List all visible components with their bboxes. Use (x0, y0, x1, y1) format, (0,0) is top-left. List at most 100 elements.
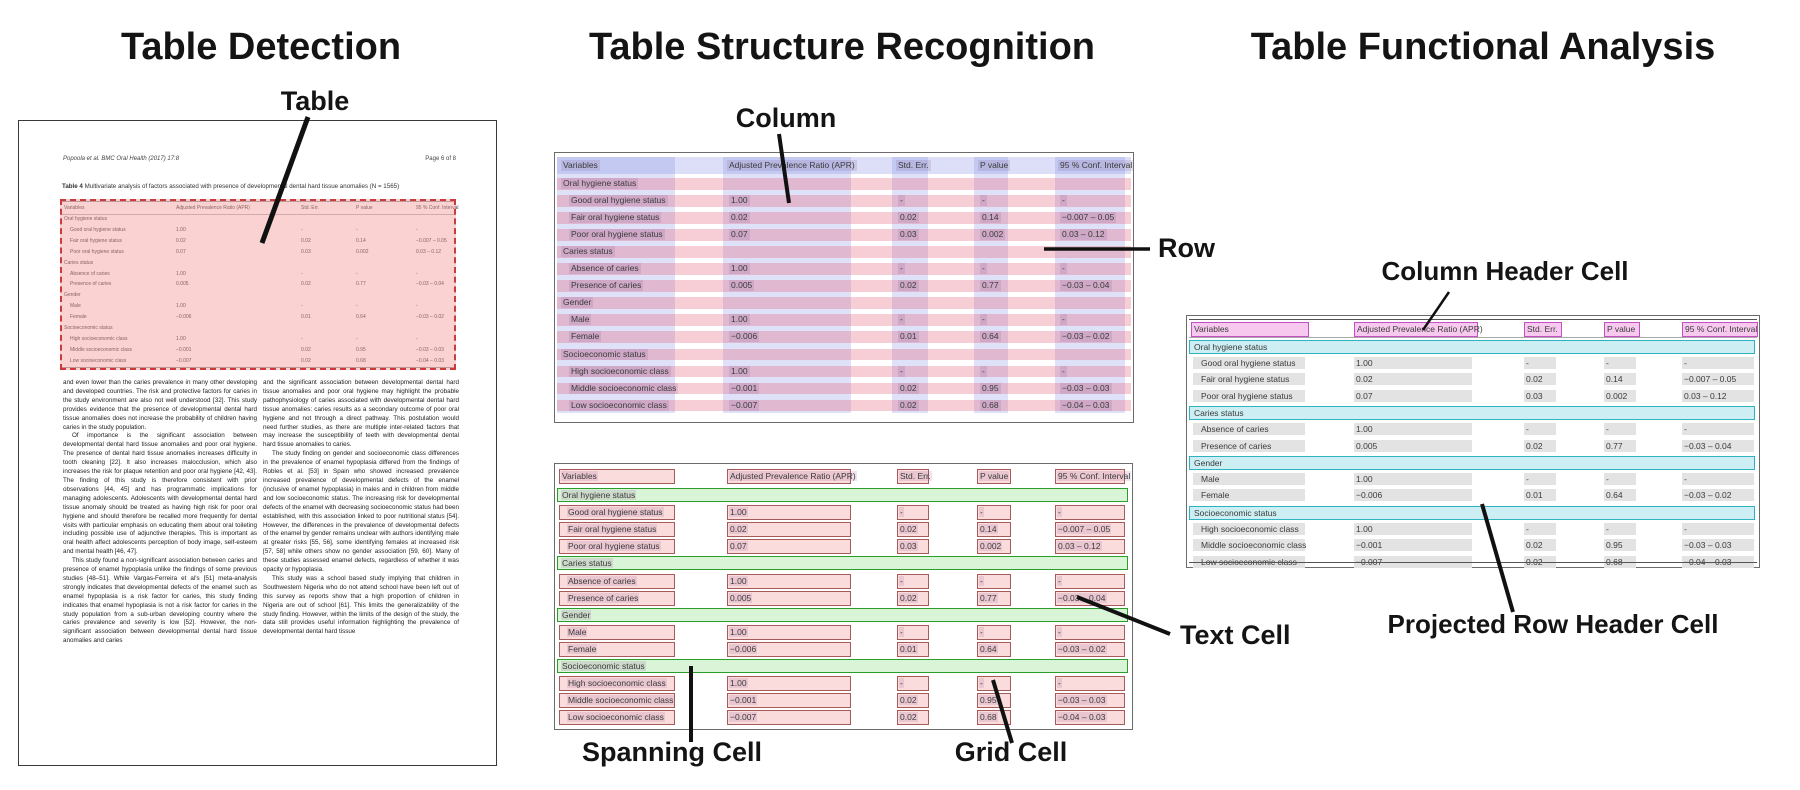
grid-cell: 0.03 (897, 539, 929, 555)
doc-data-row-label: Absence of caries (70, 270, 110, 277)
cell-text: - (898, 263, 905, 275)
grid-cell: - (897, 624, 929, 640)
row-label-text: High socioeconomic class (569, 365, 671, 377)
text-cell: - (1057, 507, 1062, 518)
grid-cell: 1.00 (727, 573, 851, 589)
table-rule-top (62, 201, 454, 202)
spanning-cell: Gender (557, 607, 1128, 622)
doc-data-row-label: Male (70, 303, 81, 310)
body-paragraph: This study found a non-significant assoc… (63, 557, 257, 645)
projected-row-header-cell: Gender (1189, 456, 1755, 471)
cell-text: 0.64 (980, 331, 1001, 343)
text-cell-text: 0.02 (1526, 540, 1543, 551)
text-cell: 1.00 (1354, 423, 1472, 435)
text-cell: 0.07 (729, 541, 748, 552)
doc-data-cell: −0.03 – 0.04 (416, 281, 444, 288)
doc-data-row-label: High socioeconomic class (70, 335, 128, 342)
grid-cell-annotation-label: Grid Cell (954, 737, 1068, 767)
grid-cell: 0.07 (727, 539, 851, 555)
body-paragraph: and even lower than the caries prevalenc… (63, 379, 257, 431)
text-cell: Socioeconomic status (561, 661, 646, 671)
grid-cell: - (977, 573, 1011, 589)
column-header-cell: P value (1604, 322, 1640, 337)
text-cell: −0.007 – 0.05 (1682, 373, 1754, 386)
text-cell: Good oral hygiene status (567, 507, 664, 518)
text-cell: - (899, 507, 904, 518)
text-cell-text: 0.14 (1606, 374, 1623, 385)
cell-text: −0.03 – 0.04 (1060, 280, 1112, 292)
doc-data-cell: 1.00 (176, 270, 186, 277)
text-cell-text: - (1526, 523, 1529, 534)
doc-data-cell: 1.00 (176, 226, 186, 233)
text-cell-text: High socioeconomic class (1201, 523, 1299, 534)
text-cell: - (1057, 626, 1062, 637)
text-cell: Middle socioeconomic class (567, 695, 675, 706)
text-cell-text: Presence of caries (1201, 440, 1272, 451)
text-cell: - (1682, 423, 1754, 435)
doc-data-cell: 0.03 – 0.12 (416, 248, 442, 255)
grid-cell: Low socioeconomic class (559, 710, 675, 726)
text-cell: P value (1607, 324, 1636, 334)
text-cell-text: 0.02 (1526, 374, 1543, 385)
text-cell-text: 0.64 (1606, 490, 1623, 501)
text-cell: Poor oral hygiene status (1193, 389, 1305, 402)
structure-cells-image: Variables Adjusted Prevalence Ratio (APR)… (554, 463, 1133, 730)
text-cell-text: - (1606, 523, 1609, 534)
cell-text: −0.007 (729, 399, 760, 411)
cell-text: 0.07 (729, 229, 750, 241)
cell-text: 0.02 (898, 280, 919, 292)
projected-row-header-cell: Oral hygiene status (1189, 340, 1755, 354)
panel-title-functional: Table Functional Analysis (1250, 26, 1716, 68)
text-cell: - (979, 678, 984, 689)
text-cell-text: Poor oral hygiene status (1201, 390, 1293, 401)
cell-text: 0.03 – 0.12 (1060, 229, 1107, 241)
grid-cell: - (1055, 505, 1125, 521)
row-overlay: Low socioeconomic class −0.007 0.02 0.68 −0.… (557, 399, 1131, 412)
grid-cell: 0.03 – 0.12 (1055, 539, 1125, 555)
column-header-cell: 95 % Conf. Interval (1682, 322, 1758, 337)
text-cell: - (979, 507, 984, 518)
cell-text: −0.03 – 0.03 (1060, 382, 1112, 394)
text-cell: Fair oral hygiene status (567, 524, 658, 535)
doc-data-cell: 0.02 (301, 281, 311, 288)
grid-cell: −0.007 (727, 710, 851, 726)
column-overlay (1055, 157, 1125, 413)
text-cell: Female (1193, 489, 1305, 502)
text-cell-text: 0.02 (1526, 440, 1543, 451)
grid-cell: −0.001 (727, 693, 851, 709)
column-header-cell: Std. Err. (1524, 322, 1562, 337)
doc-column-header: Variables (64, 205, 85, 211)
column-header-text: P value (978, 160, 1011, 171)
text-cell: 0.02 (1524, 439, 1556, 452)
cell-text: 0.02 (898, 399, 919, 411)
grid-cell: 0.95 (977, 693, 1011, 709)
text-cell: - (899, 626, 904, 637)
text-cell: 0.14 (1604, 373, 1636, 386)
text-cell: 0.77 (1604, 439, 1636, 452)
doc-data-cell: 0.02 (176, 237, 186, 244)
row-label-text: Fair oral hygiene status (569, 212, 662, 224)
text-cell-text: - (1684, 473, 1687, 484)
grid-cell: Middle socioeconomic class (559, 693, 675, 709)
text-cell: 0.005 (729, 592, 753, 603)
table-caption-label: Table 4 (62, 183, 83, 190)
doc-data-cell: −0.001 (176, 346, 192, 353)
text-cell-text: - (1684, 424, 1687, 434)
text-cell: Oral hygiene status (561, 490, 637, 500)
text-cell: Male (1193, 472, 1305, 485)
grid-cell: Female (559, 641, 675, 657)
column-header-text: Variables (561, 160, 600, 171)
text-cell: 0.07 (1354, 389, 1472, 402)
grid-cell: - (1055, 573, 1125, 589)
text-cell: −0.007 (729, 712, 758, 723)
grid-cell: - (977, 676, 1011, 692)
doc-data-row-label: Poor oral hygiene status (70, 248, 124, 255)
text-cell: - (1524, 356, 1556, 369)
grid-cell: Good oral hygiene status (559, 505, 675, 521)
text-cell: −0.001 (729, 695, 758, 706)
text-cell: Presence of caries (1193, 439, 1305, 452)
table-detection-overlay (60, 199, 456, 370)
column-header-text: Std. Err. (896, 160, 931, 171)
text-cell: −0.001 (1354, 539, 1472, 552)
text-cell-text: −0.007 – 0.05 (1684, 374, 1737, 385)
